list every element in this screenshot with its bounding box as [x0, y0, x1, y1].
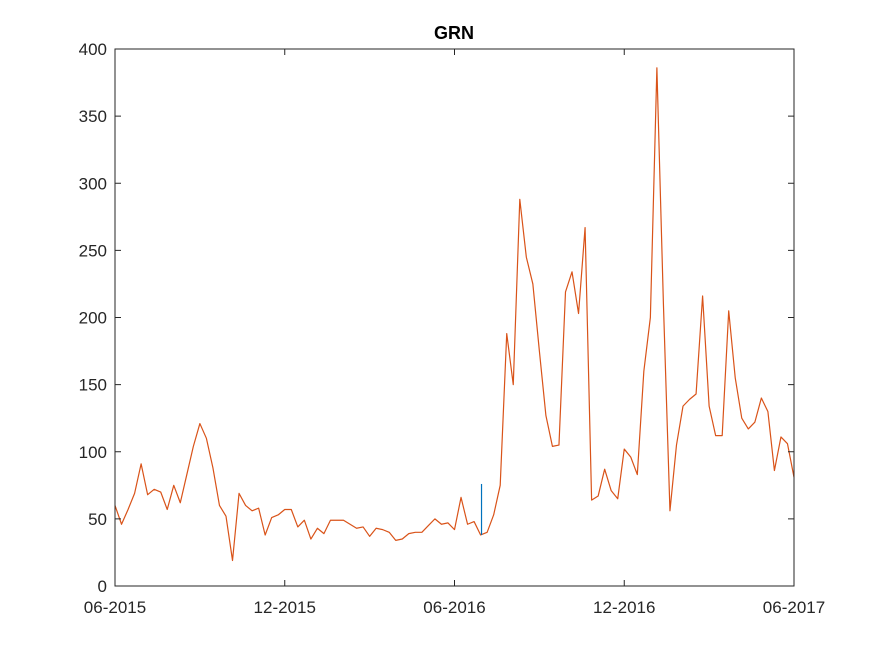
y-tick-label: 150 — [79, 376, 107, 395]
x-tick-label: 06-2015 — [84, 598, 146, 617]
y-tick-label: 300 — [79, 174, 107, 193]
chart-title: GRN — [434, 23, 474, 43]
series-line — [114, 67, 795, 562]
x-tick-label: 06-2016 — [423, 598, 485, 617]
y-tick-label: 250 — [79, 241, 107, 260]
axes — [114, 48, 795, 587]
x-tick-labels: 06-2015 12-2015 06-2016 12-2016 06-2017 — [84, 598, 825, 617]
y-tick-label: 50 — [88, 510, 107, 529]
series-layer — [114, 67, 795, 562]
y-tick-label: 200 — [79, 309, 107, 328]
plot-area — [115, 49, 794, 586]
x-tick-label: 12-2016 — [593, 598, 655, 617]
y-tick-label: 0 — [98, 577, 107, 596]
y-tick-label: 350 — [79, 107, 107, 126]
x-tick-label: 12-2015 — [254, 598, 316, 617]
x-tick-label: 06-2017 — [763, 598, 825, 617]
y-tick-labels: 0 50 100 150 200 250 300 350 400 — [79, 40, 107, 596]
y-tick-label: 400 — [79, 40, 107, 59]
y-tick-label: 100 — [79, 443, 107, 462]
